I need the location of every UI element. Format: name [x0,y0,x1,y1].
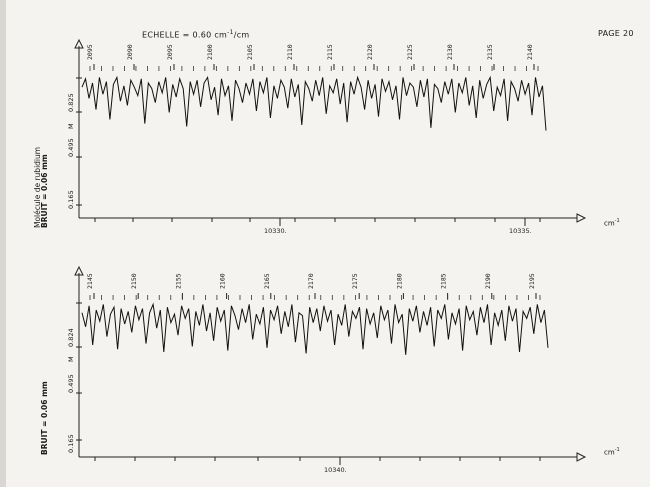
top-line-number-4: 2105 [246,44,254,60]
top-x-tick-label-1: 10335. [509,227,532,235]
scale-label: ECHELLE = 0.60 cm-1/cm [142,29,250,40]
scale-tail: /cm [233,30,250,40]
top-line-number-1: 2090 [126,44,134,60]
top-line-number-11: 2140 [526,44,534,60]
x-unit-top-sup: -1 [614,218,620,224]
bottom-spectrum-trace [81,302,549,355]
top-line-number-0: 2095 [86,44,94,60]
scale-sup: -1 [227,29,234,36]
top-line-number-6: 2115 [326,44,334,60]
x-unit-top: cm-1 [604,218,620,227]
bottom-line-number-10: 2195 [528,273,536,289]
top-spectrum-trace [81,75,547,131]
bottom-line-number-4: 2165 [263,273,271,289]
bottom-line-number-2: 2155 [174,273,182,289]
scale-text: ECHELLE = 0.60 cm [142,30,228,40]
top-y-arrow [74,38,84,49]
top-line-number-8: 2125 [406,44,414,60]
top-line-number-5: 2110 [286,44,294,60]
x-unit-bottom: cm-1 [604,447,620,456]
bottom-line-number-3: 2160 [219,273,227,289]
top-x-arrow [576,213,587,223]
bottom-line-number-5: 2170 [307,273,315,289]
x-unit-top-text: cm [604,219,615,228]
page-number: PAGE 20 [598,29,634,38]
x-unit-bottom-text: cm [604,448,615,457]
x-unit-bottom-sup: -1 [614,447,620,453]
bottom-x-tick-label-0: 10340. [324,466,347,474]
bottom-line-number-0: 2145 [86,273,94,289]
bottom-line-number-6: 2175 [351,273,359,289]
bottom-y-arrow [74,265,84,276]
top-x-tick-label-0: 10330. [264,227,287,235]
bottom-line-number-8: 2185 [440,273,448,289]
top-line-number-7: 2120 [366,44,374,60]
bottom-x-arrow [576,452,587,462]
top-line-number-10: 2135 [486,44,494,60]
top-line-number-2: 2095 [166,44,174,60]
page-edge [0,0,6,487]
bottom-line-number-9: 2190 [484,273,492,289]
top-line-number-9: 2130 [446,44,454,60]
bottom-line-number-1: 2150 [130,273,138,289]
top-line-number-3: 2100 [206,44,214,60]
bottom-line-number-7: 2180 [395,273,403,289]
